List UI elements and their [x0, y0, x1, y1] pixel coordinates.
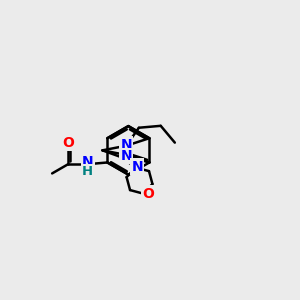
Text: O: O: [62, 136, 74, 150]
Text: N: N: [121, 138, 132, 152]
Text: N: N: [131, 160, 143, 173]
Text: O: O: [142, 187, 154, 200]
Text: N: N: [82, 155, 94, 169]
Text: N: N: [121, 149, 132, 163]
Text: H: H: [82, 165, 93, 178]
